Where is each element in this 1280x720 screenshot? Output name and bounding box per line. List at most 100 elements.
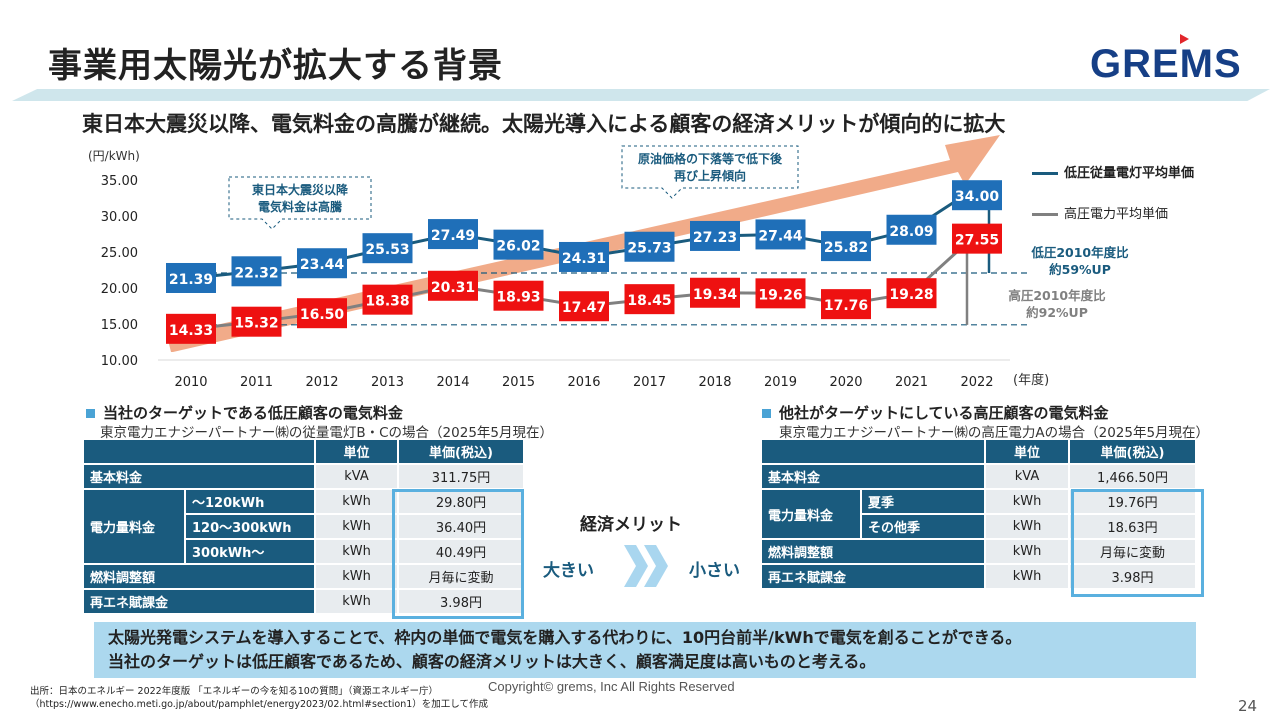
row-price: 3.98円 bbox=[399, 590, 523, 613]
row-unit: kWh bbox=[986, 565, 1068, 588]
legend-item-high-voltage: 高圧電力平均単価 bbox=[1032, 203, 1168, 222]
legend-item-low-voltage: 低圧従量電灯平均単価 bbox=[1032, 162, 1194, 181]
header-price: 単価(税込) bbox=[1070, 440, 1195, 463]
legend-label: 高圧電力平均単価 bbox=[1064, 207, 1169, 222]
low-voltage-price-highlight bbox=[392, 489, 524, 619]
merit-title: 経済メリット bbox=[580, 515, 682, 535]
y-tick-label: 10.00 bbox=[101, 354, 138, 369]
callout-earthquake-box bbox=[228, 176, 372, 230]
legend-label: 低圧従量電灯平均単価 bbox=[1064, 166, 1195, 181]
data-label: 21.39 bbox=[169, 272, 213, 288]
row-unit: kWh bbox=[316, 565, 397, 588]
right-heading-text: 他社がターゲットにしている高圧顧客の電気料金 bbox=[779, 404, 1109, 422]
logo-flag-icon bbox=[1180, 34, 1189, 44]
data-label-box bbox=[493, 229, 544, 260]
left-section-sub: 東京電力エナジーパートナー㈱の従量電灯B・Cの場合（2025年5月現在） bbox=[100, 425, 553, 441]
bullet-square-icon bbox=[762, 409, 771, 418]
table-row: 再エネ賦課金 kWh 3.98円 bbox=[762, 565, 1195, 588]
x-tick-label: 2020 bbox=[829, 375, 862, 390]
bullet-square-icon bbox=[86, 409, 95, 418]
row-price: 18.63円 bbox=[1070, 515, 1195, 538]
x-tick-label: 2021 bbox=[895, 375, 928, 390]
grems-logo: GREMS bbox=[1090, 34, 1242, 87]
row-unit: kWh bbox=[316, 490, 397, 513]
callout-oil-price-text: 原油価格の下落等で低下後 bbox=[638, 151, 783, 166]
data-label: 16.50 bbox=[300, 307, 345, 323]
data-label: 19.28 bbox=[889, 287, 933, 303]
data-label-box bbox=[690, 220, 740, 251]
data-label: 25.82 bbox=[824, 240, 868, 256]
data-label: 24.31 bbox=[562, 251, 606, 267]
source-line-1: 出所：日本のエネルギー 2022年度版 「エネルギーの今を知る10の質問」（資源… bbox=[30, 686, 439, 697]
legend-line-icon bbox=[1032, 172, 1058, 175]
row-price: 1,466.50円 bbox=[1070, 465, 1195, 488]
header-unit: 単位 bbox=[986, 440, 1068, 463]
price-trend-chart: 10.00 15.00 20.00 25.00 30.00 35.00 (円/kWh) 201… bbox=[88, 135, 1129, 390]
row-price: 40.49円 bbox=[399, 540, 523, 563]
callout-earthquake-text: 東日本大震災以降 bbox=[252, 182, 349, 197]
low-up-text: 約59%UP bbox=[1049, 262, 1111, 277]
table-header-row: 単位 単価(税込) bbox=[762, 440, 1195, 463]
row-group-label: 電力量料金 bbox=[84, 490, 184, 563]
x-tick-label: 2016 bbox=[567, 375, 600, 390]
table-row: 基本料金 kVA 1,466.50円 bbox=[762, 465, 1195, 488]
y-tick-label: 25.00 bbox=[101, 246, 138, 261]
left-heading-text: 当社のターゲットである低圧顧客の電気料金 bbox=[103, 404, 403, 422]
table-row: 電力量料金 夏季 kWh 19.76円 bbox=[762, 490, 1195, 538]
callout-earthquake-text: 電気料金は高騰 bbox=[258, 199, 343, 214]
header-blank bbox=[84, 440, 314, 463]
data-label-box bbox=[166, 313, 216, 344]
x-axis-unit: (年度) bbox=[1013, 372, 1049, 388]
conclusion-box: 太陽光発電システムを導入することで、枠内の単価で電気を購入する代わりに、10円台… bbox=[94, 622, 1196, 678]
table-row: 燃料調整額 kWh 月毎に変動 bbox=[762, 540, 1195, 563]
x-tick-label: 2013 bbox=[371, 375, 404, 390]
table-row: 基本料金 kVA 311.75円 bbox=[84, 465, 523, 488]
data-label-box bbox=[297, 298, 347, 329]
row-price: 36.40円 bbox=[399, 515, 523, 538]
x-tick-label: 2012 bbox=[305, 375, 338, 390]
data-label-box bbox=[166, 262, 216, 293]
data-label-box bbox=[755, 219, 806, 250]
header-divider-band bbox=[12, 89, 1270, 101]
data-label: 18.38 bbox=[365, 294, 409, 310]
data-label: 27.55 bbox=[955, 233, 999, 249]
data-label: 19.34 bbox=[693, 287, 738, 303]
source-line-2: （https://www.enecho.meti.go.jp/about/pam… bbox=[30, 699, 489, 710]
data-label: 17.76 bbox=[824, 298, 868, 314]
source-note: 出所：日本のエネルギー 2022年度版 「エネルギーの今を知る10の質問」（資源… bbox=[30, 685, 488, 711]
callout-oil-price-box bbox=[621, 145, 799, 199]
data-label-box bbox=[559, 291, 609, 322]
data-label-box bbox=[755, 278, 806, 309]
data-label-box bbox=[362, 284, 413, 315]
left-section-heading: 当社のターゲットである低圧顧客の電気料金 bbox=[86, 402, 403, 423]
row-unit: kWh bbox=[316, 590, 397, 613]
row-price: 3.98円 bbox=[1070, 565, 1195, 588]
table-row: 300kWh～ kWh 40.49円 bbox=[84, 540, 523, 563]
data-label: 23.44 bbox=[300, 257, 345, 273]
row-price: 19.76円 bbox=[1070, 490, 1195, 513]
data-label-box bbox=[952, 223, 1002, 254]
y-tick-label: 35.00 bbox=[101, 174, 138, 189]
data-label-box bbox=[362, 233, 413, 264]
data-label-box bbox=[559, 241, 609, 272]
y-tick-label: 15.00 bbox=[101, 318, 138, 333]
row-group-label: 電力量料金 bbox=[762, 490, 860, 538]
data-label: 22.32 bbox=[234, 265, 278, 281]
data-label-box bbox=[624, 231, 675, 262]
row-label: 夏季 bbox=[862, 490, 984, 513]
data-label: 14.33 bbox=[169, 323, 213, 339]
double-chevron-right-icon bbox=[624, 545, 668, 587]
low-voltage-fee-table: 単位 単価(税込) 基本料金 kVA 311.75円 電力量料金 ～120kWh kWh 2… bbox=[82, 438, 525, 615]
table-row: 再エネ賦課金 kWh 3.98円 bbox=[84, 590, 523, 613]
table-row: 120～300kWh kWh 36.40円 bbox=[84, 515, 523, 538]
x-tick-label: 2015 bbox=[502, 375, 535, 390]
data-label: 18.45 bbox=[627, 293, 671, 309]
merit-big: 大きい bbox=[543, 561, 594, 581]
row-label: 燃料調整額 bbox=[762, 540, 984, 563]
logo-text: GREMS bbox=[1090, 42, 1242, 86]
row-unit: kVA bbox=[986, 465, 1068, 488]
header-unit: 単位 bbox=[316, 440, 397, 463]
data-label: 26.02 bbox=[496, 239, 540, 255]
callout-oil-price-text: 再び上昇傾向 bbox=[674, 168, 746, 183]
data-label-box bbox=[231, 256, 282, 287]
